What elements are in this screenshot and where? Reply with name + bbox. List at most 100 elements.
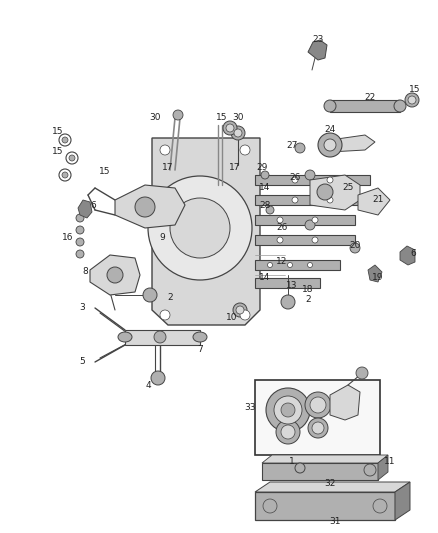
Text: 15: 15 bbox=[409, 85, 421, 94]
Circle shape bbox=[373, 499, 387, 513]
Circle shape bbox=[308, 418, 328, 438]
Circle shape bbox=[76, 226, 84, 234]
Polygon shape bbox=[262, 455, 388, 463]
Text: 16: 16 bbox=[62, 232, 74, 241]
Circle shape bbox=[62, 172, 68, 178]
Text: 33: 33 bbox=[244, 403, 256, 413]
Text: 6: 6 bbox=[410, 248, 416, 257]
Circle shape bbox=[154, 331, 166, 343]
Circle shape bbox=[327, 197, 333, 203]
Circle shape bbox=[327, 177, 333, 183]
Circle shape bbox=[233, 303, 247, 317]
Circle shape bbox=[276, 420, 300, 444]
Circle shape bbox=[223, 121, 237, 135]
Polygon shape bbox=[262, 463, 378, 480]
Circle shape bbox=[76, 214, 84, 222]
Text: 14: 14 bbox=[259, 273, 271, 282]
Circle shape bbox=[240, 145, 250, 155]
Text: 8: 8 bbox=[82, 268, 88, 277]
Polygon shape bbox=[330, 385, 360, 420]
Text: 4: 4 bbox=[145, 381, 151, 390]
Circle shape bbox=[76, 250, 84, 258]
Circle shape bbox=[305, 392, 331, 418]
Circle shape bbox=[318, 133, 342, 157]
Polygon shape bbox=[152, 138, 260, 325]
Text: 10: 10 bbox=[226, 313, 238, 322]
Text: 18: 18 bbox=[302, 286, 314, 295]
Circle shape bbox=[148, 176, 252, 280]
Text: 24: 24 bbox=[325, 125, 336, 134]
Text: 21: 21 bbox=[372, 196, 384, 205]
Circle shape bbox=[307, 262, 312, 268]
Ellipse shape bbox=[193, 332, 207, 342]
Polygon shape bbox=[358, 188, 390, 215]
Text: 19: 19 bbox=[372, 272, 384, 281]
Circle shape bbox=[312, 237, 318, 243]
Text: 26: 26 bbox=[276, 223, 288, 232]
Circle shape bbox=[312, 217, 318, 223]
Circle shape bbox=[281, 403, 295, 417]
Polygon shape bbox=[368, 265, 382, 282]
Text: 2: 2 bbox=[305, 295, 311, 304]
Circle shape bbox=[236, 306, 244, 314]
Circle shape bbox=[173, 110, 183, 120]
Circle shape bbox=[364, 464, 376, 476]
Circle shape bbox=[62, 137, 68, 143]
Text: 31: 31 bbox=[329, 518, 341, 527]
Text: 26: 26 bbox=[290, 174, 301, 182]
Text: 25: 25 bbox=[343, 183, 354, 192]
Circle shape bbox=[266, 388, 310, 432]
Text: 17: 17 bbox=[162, 164, 174, 173]
Polygon shape bbox=[255, 175, 370, 185]
Circle shape bbox=[143, 288, 157, 302]
Text: 28: 28 bbox=[259, 200, 271, 209]
Circle shape bbox=[305, 170, 315, 180]
Polygon shape bbox=[395, 482, 410, 520]
Text: 15: 15 bbox=[52, 148, 64, 157]
Text: 9: 9 bbox=[159, 233, 165, 243]
Circle shape bbox=[261, 171, 269, 179]
Text: 15: 15 bbox=[99, 167, 111, 176]
Circle shape bbox=[305, 220, 315, 230]
Text: 30: 30 bbox=[149, 114, 161, 123]
Circle shape bbox=[69, 155, 75, 161]
Ellipse shape bbox=[324, 100, 336, 112]
Polygon shape bbox=[378, 455, 388, 480]
Text: 23: 23 bbox=[312, 36, 324, 44]
Circle shape bbox=[135, 197, 155, 217]
Text: 6: 6 bbox=[90, 200, 96, 209]
Circle shape bbox=[107, 267, 123, 283]
Polygon shape bbox=[78, 200, 92, 218]
Text: 1: 1 bbox=[289, 457, 295, 466]
Circle shape bbox=[151, 371, 165, 385]
Circle shape bbox=[356, 367, 368, 379]
Ellipse shape bbox=[118, 332, 132, 342]
Polygon shape bbox=[255, 278, 320, 288]
Text: 32: 32 bbox=[324, 480, 336, 489]
Ellipse shape bbox=[394, 100, 406, 112]
Circle shape bbox=[231, 126, 245, 140]
Polygon shape bbox=[330, 135, 375, 152]
Circle shape bbox=[277, 237, 283, 243]
Polygon shape bbox=[255, 215, 355, 225]
Polygon shape bbox=[400, 246, 415, 265]
Circle shape bbox=[160, 310, 170, 320]
Text: 14: 14 bbox=[259, 183, 271, 192]
Circle shape bbox=[226, 124, 234, 132]
Circle shape bbox=[170, 198, 230, 258]
Text: 11: 11 bbox=[384, 457, 396, 466]
Text: 20: 20 bbox=[350, 240, 360, 249]
Polygon shape bbox=[115, 185, 185, 228]
Text: 29: 29 bbox=[256, 164, 268, 173]
Text: 13: 13 bbox=[286, 280, 298, 289]
Circle shape bbox=[292, 177, 298, 183]
Circle shape bbox=[234, 129, 242, 137]
Circle shape bbox=[274, 396, 302, 424]
Circle shape bbox=[292, 197, 298, 203]
Circle shape bbox=[350, 243, 360, 253]
Circle shape bbox=[405, 93, 419, 107]
Circle shape bbox=[324, 139, 336, 151]
Circle shape bbox=[287, 262, 293, 268]
Polygon shape bbox=[125, 330, 200, 345]
Polygon shape bbox=[255, 380, 380, 455]
